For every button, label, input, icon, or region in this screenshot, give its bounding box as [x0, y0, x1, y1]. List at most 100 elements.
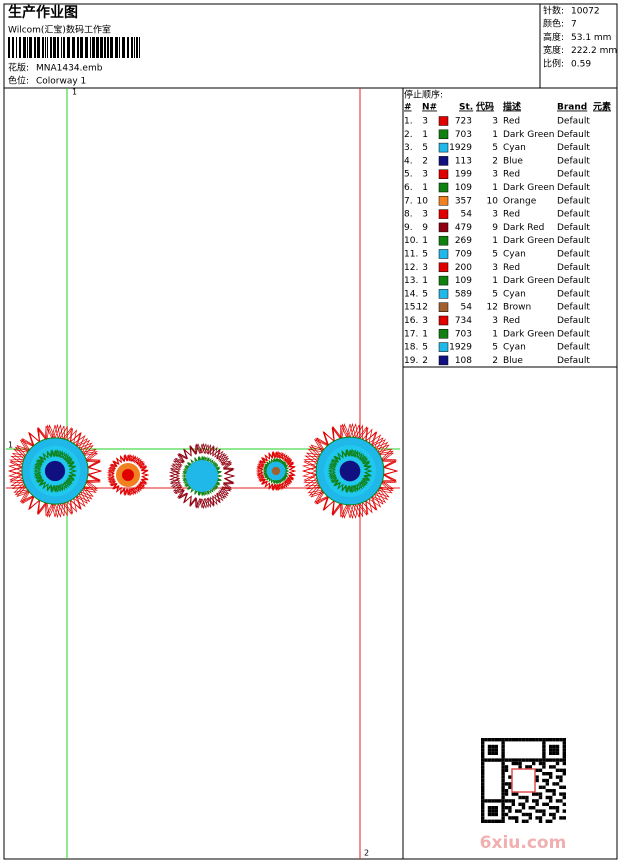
- bar: [115, 37, 118, 58]
- stitch-ring: [263, 458, 289, 484]
- color-code: 5: [492, 289, 498, 299]
- qr-module: [538, 792, 543, 796]
- stitch-ring: [8, 424, 102, 518]
- color-code: 5: [492, 250, 498, 260]
- qr-module: [501, 755, 505, 759]
- qr-module: [521, 795, 526, 800]
- qr-module: [491, 809, 495, 813]
- bar: [92, 37, 95, 58]
- row-number: 2.: [404, 130, 413, 140]
- brand: Default: [557, 250, 590, 260]
- description: Blue: [503, 356, 523, 366]
- color-swatch: [438, 315, 449, 326]
- stitch-fill: [186, 460, 218, 492]
- qr-module: [481, 795, 485, 800]
- qr-module: [487, 744, 492, 749]
- qr-module: [562, 744, 566, 749]
- bar: [96, 37, 99, 58]
- qr-module: [552, 782, 556, 786]
- qr-module: [542, 755, 546, 759]
- qr-module: [538, 816, 543, 820]
- qr-module: [521, 802, 526, 806]
- summary-value: 0.59: [571, 59, 591, 69]
- qr-module: [549, 765, 553, 769]
- file-label: 花版:: [8, 62, 29, 74]
- qr-module: [555, 738, 560, 742]
- qr-module: [511, 802, 515, 806]
- qr-module: [535, 758, 539, 762]
- qr-module: [481, 744, 485, 749]
- qr-module: [535, 792, 539, 796]
- color-code: 5: [492, 143, 498, 153]
- qr-module: [552, 812, 556, 817]
- stitch-count: 109: [455, 183, 472, 193]
- needle: 1: [422, 329, 428, 339]
- qr-module: [501, 819, 505, 823]
- qr-module: [562, 802, 566, 806]
- qr-module: [487, 748, 492, 752]
- stitch-count: 200: [455, 263, 472, 273]
- qr-module: [555, 782, 560, 786]
- title: 生产作业图: [8, 4, 78, 21]
- qr-module: [562, 741, 566, 745]
- bar: [37, 37, 40, 58]
- qr-module: [501, 789, 505, 793]
- bar: [104, 37, 106, 58]
- qr-module: [562, 738, 566, 742]
- qr-module: [498, 758, 502, 762]
- needle: 3: [422, 263, 428, 273]
- qr-module: [511, 792, 515, 796]
- summary-value: 7: [571, 20, 577, 30]
- marker: 2: [364, 849, 369, 858]
- stitch-count: 1929: [449, 143, 472, 153]
- description: Red: [503, 263, 520, 273]
- bar: [27, 37, 28, 58]
- qr-module: [501, 741, 505, 745]
- needle: 5: [422, 250, 428, 260]
- page-border: [3, 3, 618, 860]
- qr-module: [555, 744, 560, 749]
- needle: 1: [422, 276, 428, 286]
- qr-module: [515, 809, 519, 813]
- qr-module: [487, 738, 492, 742]
- qr-module: [562, 816, 566, 820]
- summary-label: 比例:: [543, 57, 564, 69]
- qr-module: [549, 775, 553, 779]
- summary-value: 222.2 mm: [571, 46, 617, 56]
- color-swatch: [438, 355, 449, 366]
- row-number: 8.: [404, 210, 413, 220]
- qr-module: [538, 768, 543, 772]
- qr-code: [481, 738, 566, 823]
- qr-module: [549, 812, 553, 817]
- qr-module: [549, 789, 553, 793]
- qr-module: [511, 738, 515, 742]
- qr-module: [552, 765, 556, 769]
- qr-module: [545, 789, 549, 793]
- needle: 5: [422, 343, 428, 353]
- stitch-ring: [168, 442, 236, 510]
- bar: [50, 37, 52, 58]
- summary-label: 宽度:: [543, 44, 564, 56]
- color-swatch: [438, 249, 449, 259]
- qr-module: [545, 772, 549, 776]
- qr-module: [481, 738, 485, 742]
- color-swatch: [438, 262, 449, 273]
- qr-module: [549, 806, 553, 810]
- qr-module: [559, 785, 563, 789]
- brand: Default: [557, 130, 590, 140]
- color-code: 1: [492, 236, 498, 246]
- stitch-count: 479: [455, 223, 472, 233]
- row-number: 10.: [404, 236, 418, 246]
- row-number: 18.: [404, 343, 418, 353]
- qr-module: [518, 809, 522, 813]
- qr-module: [504, 768, 509, 772]
- stitch-count: 199: [455, 170, 472, 180]
- color-swatch: [438, 329, 449, 339]
- qr-module: [481, 792, 485, 796]
- qr-module: [511, 816, 515, 820]
- bar: [131, 37, 133, 58]
- needle: 3: [422, 210, 428, 220]
- brand: Default: [557, 263, 590, 273]
- qr-module: [501, 792, 505, 796]
- description: Cyan: [503, 289, 526, 299]
